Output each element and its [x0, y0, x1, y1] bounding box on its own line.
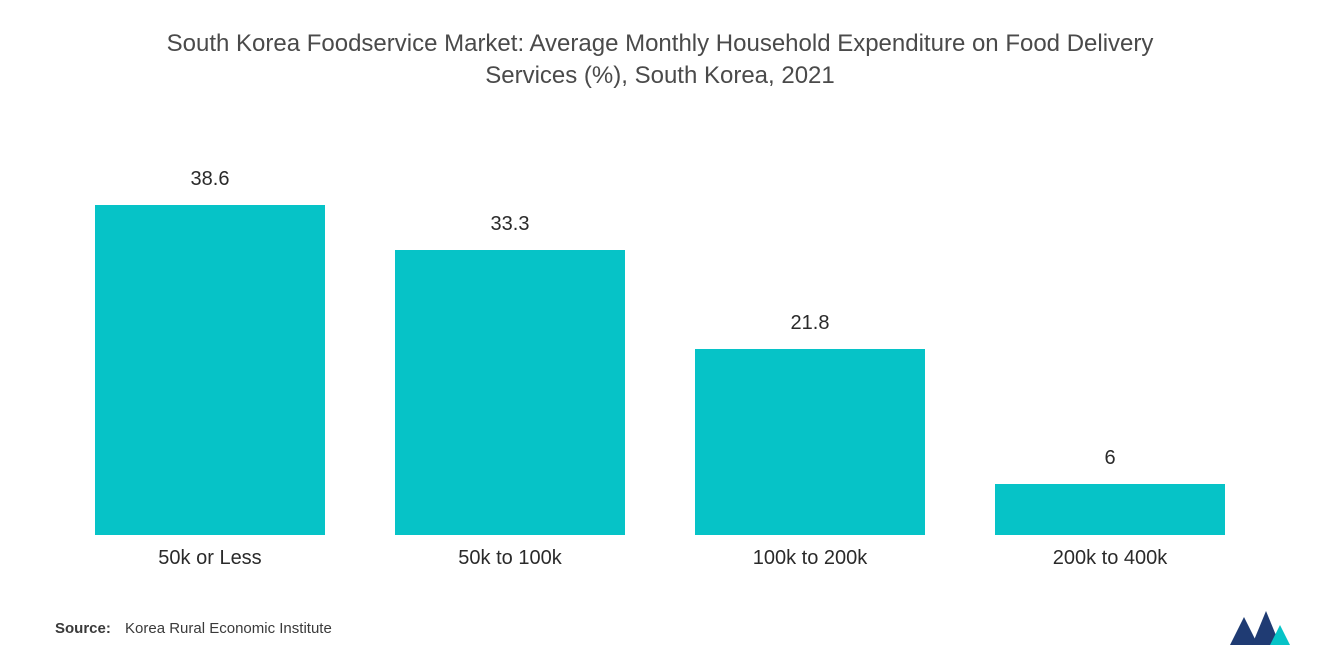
bar-group: 21.8: [680, 312, 940, 535]
source-text: Korea Rural Economic Institute: [125, 620, 332, 637]
bar: [95, 205, 325, 535]
x-axis: 50k or Less 50k to 100k 100k to 200k 200…: [60, 547, 1260, 570]
brand-logo-icon: [1230, 611, 1290, 645]
x-axis-label: 50k to 100k: [380, 547, 640, 570]
bar-value-label: 33.3: [491, 213, 530, 236]
bar: [995, 484, 1225, 535]
bar-group: 6: [980, 447, 1240, 535]
x-axis-label: 50k or Less: [80, 547, 340, 570]
source-attribution: Source: Korea Rural Economic Institute: [55, 620, 332, 637]
bar-value-label: 38.6: [191, 168, 230, 191]
chart-plot-area: 38.6 33.3 21.8 6: [60, 140, 1260, 535]
bar: [395, 250, 625, 535]
chart-title: South Korea Foodservice Market: Average …: [0, 0, 1320, 93]
bar-group: 38.6: [80, 168, 340, 535]
bar-value-label: 21.8: [791, 312, 830, 335]
bar: [695, 349, 925, 535]
x-axis-label: 200k to 400k: [980, 547, 1240, 570]
source-label: Source:: [55, 620, 111, 637]
x-axis-label: 100k to 200k: [680, 547, 940, 570]
bar-value-label: 6: [1104, 447, 1115, 470]
bar-group: 33.3: [380, 213, 640, 535]
